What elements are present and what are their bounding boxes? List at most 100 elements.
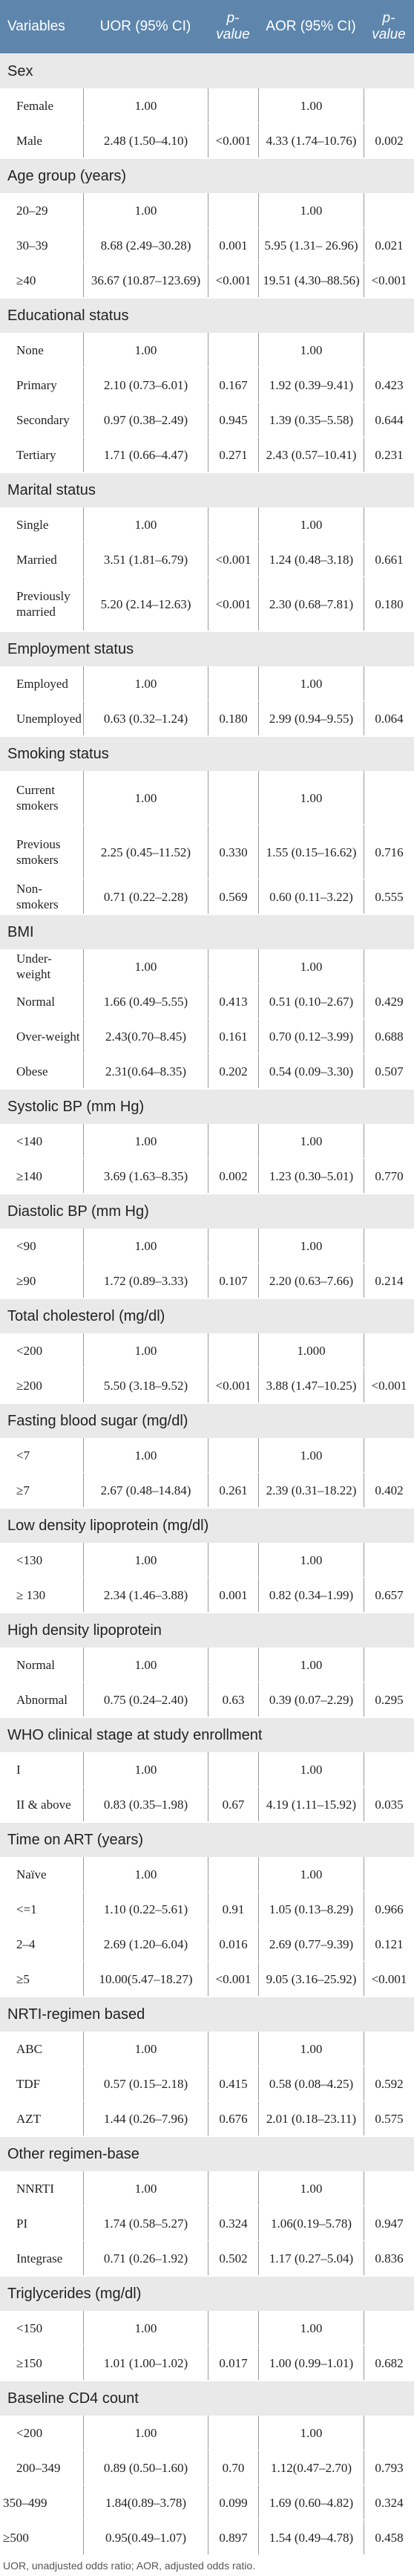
uor-p-value — [208, 1438, 258, 1472]
uor-value: 1.00 — [83, 2311, 208, 2345]
uor-value: 1.71 (0.66–4.47) — [83, 438, 208, 472]
aor-value: 1.39 (0.35–5.58) — [258, 403, 364, 437]
uor-p-value: 0.897 — [208, 2520, 258, 2554]
table-row: AZT 1.44 (0.26–7.96) 0.676 2.01 (0.18–23.11… — [0, 2101, 414, 2136]
aor-value: 2.99 (0.94–9.55) — [258, 701, 364, 735]
row-label: ≥500 — [3, 2530, 29, 2545]
uor-p-value — [208, 1857, 258, 1891]
uor-p-value: <0.001 — [208, 263, 258, 297]
row-label: <150 — [16, 2320, 43, 2335]
aor-value: 0.54 (0.09–3.30) — [258, 1054, 364, 1088]
table-row: Current smokers 1.00 1.00 — [0, 771, 414, 825]
aor-value: 1.23 (0.30–5.01) — [258, 1159, 364, 1193]
uor-value: 1.00 — [83, 2416, 208, 2450]
uor-p-value: 0.67 — [208, 1787, 258, 1821]
uor-p-value: 0.70 — [208, 2450, 258, 2485]
aor-p-value — [364, 1438, 414, 1472]
aor-value: 0.58 (0.08–4.25) — [258, 2066, 364, 2101]
row-label: PI — [16, 2216, 28, 2231]
aor-p-value: <0.001 — [364, 263, 414, 297]
table-row: None 1.00 1.00 — [0, 333, 414, 368]
uor-p-value — [208, 1124, 258, 1158]
uor-value: 0.71 (0.26–1.92) — [83, 2241, 208, 2275]
aor-value: 2.43 (0.57–10.41) — [258, 438, 364, 472]
aor-p-value: 0.644 — [364, 403, 414, 437]
aor-p-value: 0.592 — [364, 2066, 414, 2101]
table-row: Over-weight 2.43(0.70–8.45) 0.161 0.70 (0.1… — [0, 1019, 414, 1054]
table-row: Unemployed 0.63 (0.32–1.24) 0.180 2.99 (0.9… — [0, 701, 414, 736]
table-row: Female 1.00 1.00 — [0, 88, 414, 123]
uor-p-value: 0.569 — [208, 879, 258, 914]
section-header: BMI — [0, 914, 414, 949]
table-header: Variables UOR (95% CI) p-value AOR (95% … — [0, 0, 414, 53]
aor-value: 2.39 (0.31–18.22) — [258, 1473, 364, 1507]
aor-p-value — [364, 2311, 414, 2345]
row-label: Female — [16, 98, 54, 113]
table-row: Primary 2.10 (0.73–6.01) 0.167 1.92 (0.39–9… — [0, 368, 414, 403]
uor-p-value — [208, 1543, 258, 1577]
uor-value: 1.66 (0.49–5.55) — [83, 984, 208, 1018]
aor-p-value: <0.001 — [364, 1962, 414, 1996]
aor-value: 2.20 (0.63–7.66) — [258, 1263, 364, 1298]
row-label: 200–349 — [16, 2460, 61, 2475]
table-row: Obese 2.31(0.64–8.35) 0.202 0.54 (0.09–3.30… — [0, 1054, 414, 1089]
table-row: 20–29 1.00 1.00 — [0, 193, 414, 228]
aor-p-value: 0.423 — [364, 368, 414, 402]
uor-value: 1.00 — [83, 1857, 208, 1891]
uor-p-value: 0.001 — [208, 228, 258, 262]
aor-p-value: 0.295 — [364, 1682, 414, 1717]
row-label: Obese — [16, 1064, 48, 1079]
row-label: ≥7 — [16, 1483, 30, 1497]
uor-value: 36.67 (10.87–123.69) — [83, 263, 208, 297]
row-label: I — [16, 1762, 21, 1777]
table-row: ≥150 1.01 (1.00–1.02) 0.017 1.00 (0.99–1.01… — [0, 2346, 414, 2381]
aor-value: 9.05 (3.16–25.92) — [258, 1962, 364, 1996]
table-row: <90 1.00 1.00 — [0, 1229, 414, 1263]
aor-value: 1.05 (0.13–8.29) — [258, 1892, 364, 1926]
uor-value: 0.57 (0.15–2.18) — [83, 2066, 208, 2101]
aor-value: 1.00 — [258, 193, 364, 227]
table-row: 2–4 2.69 (1.20–6.04) 0.016 2.69 (0.77–9.39)… — [0, 1927, 414, 1962]
section-header: Other regimen-base — [0, 2136, 414, 2171]
aor-value: 19.51 (4.30–88.56) — [258, 263, 364, 297]
aor-p-value: 0.555 — [364, 879, 414, 914]
aor-value: 1.92 (0.39–9.41) — [258, 368, 364, 402]
row-label: II & above — [16, 1797, 71, 1812]
row-label: <200 — [16, 2425, 43, 2440]
uor-value: 10.00(5.47–18.27) — [83, 1962, 208, 1996]
aor-value: 1.00 — [258, 1752, 364, 1786]
table-row: ≥500 0.95(0.49–1.07) 0.897 1.54 (0.49–4.78)… — [0, 2520, 414, 2555]
aor-p-value: 0.121 — [364, 1927, 414, 1961]
uor-p-value — [208, 88, 258, 123]
aor-p-value: 0.682 — [364, 2346, 414, 2380]
row-label: Single — [16, 517, 49, 532]
aor-value: 1.24 (0.48–3.18) — [258, 542, 364, 576]
aor-p-value — [364, 2032, 414, 2066]
row-label: Previously married — [16, 589, 70, 619]
row-label: None — [16, 342, 44, 357]
uor-p-value: 0.099 — [208, 2485, 258, 2520]
section-header: Total cholesterol (mg/dl) — [0, 1298, 414, 1333]
row-label: <140 — [16, 1133, 43, 1148]
section-header: WHO clinical stage at study enrollment — [0, 1717, 414, 1752]
table-row: Male 2.48 (1.50–4.10) <0.001 4.33 (1.74–10.… — [0, 123, 414, 158]
aor-p-value — [364, 193, 414, 227]
section-header: Diastolic BP (mm Hg) — [0, 1194, 414, 1229]
aor-p-value: 0.021 — [364, 228, 414, 262]
table-row: Normal 1.00 1.00 — [0, 1648, 414, 1682]
aor-p-value: 0.657 — [364, 1578, 414, 1612]
uor-value: 1.10 (0.22–5.61) — [83, 1892, 208, 1926]
uor-value: 1.84(0.89–3.78) — [83, 2485, 208, 2520]
table-row: Abnormal 0.75 (0.24–2.40) 0.63 0.39 (0.07–2… — [0, 1682, 414, 1717]
aor-value: 1.00 (0.99–1.01) — [258, 2346, 364, 2380]
uor-p-value — [208, 2416, 258, 2450]
uor-value: 3.51 (1.81–6.79) — [83, 542, 208, 576]
section-header: High density lipoprotein — [0, 1613, 414, 1648]
uor-value: 1.00 — [83, 1543, 208, 1577]
aor-p-value — [364, 88, 414, 123]
table-row: ≥140 3.69 (1.63–8.35) 0.002 1.23 (0.30–5.01… — [0, 1159, 414, 1194]
row-label: Current smokers — [16, 783, 59, 813]
uor-p-value — [208, 666, 258, 700]
row-label: 350–499 — [3, 2495, 47, 2510]
